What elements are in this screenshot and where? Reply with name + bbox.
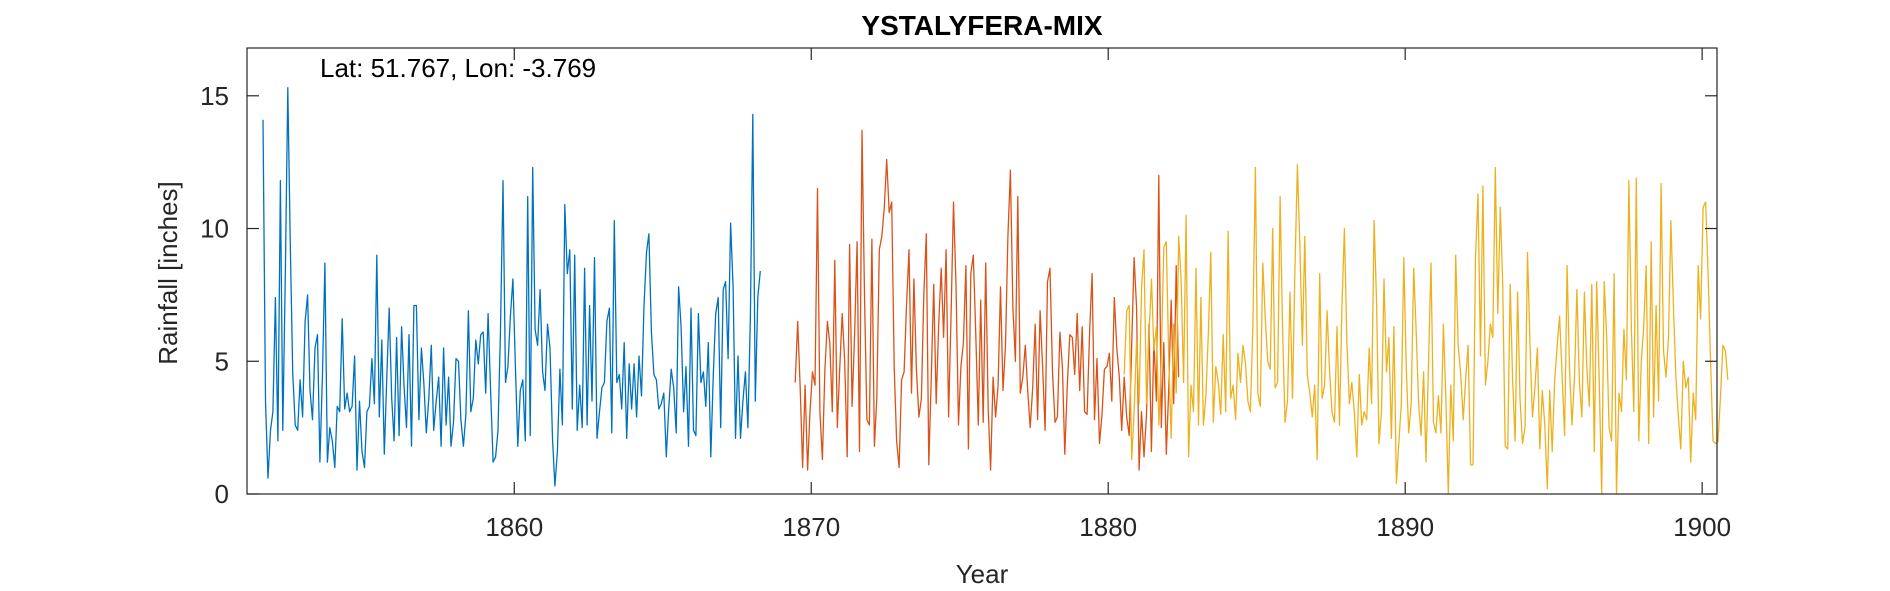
x-tick-label: 1880 <box>1079 512 1137 542</box>
chart-title: YSTALYFERA-MIX <box>861 10 1102 41</box>
x-tick-label: 1870 <box>782 512 840 542</box>
series-layer <box>262 87 1729 495</box>
y-tick-label: 0 <box>215 479 229 509</box>
y-tick-label: 5 <box>215 346 229 376</box>
axes-box <box>246 47 1718 495</box>
x-tick-label: 1860 <box>485 512 543 542</box>
y-tick-label: 15 <box>200 81 229 111</box>
location-annotation: Lat: 51.767, Lon: -3.769 <box>320 53 596 83</box>
series-line-3 <box>1123 164 1729 495</box>
x-tick-label: 1900 <box>1673 512 1731 542</box>
series-line-1 <box>262 87 761 487</box>
y-tick-label: 10 <box>200 214 229 244</box>
ticks-layer: 1860 1870 1880 1890 1900 0 5 10 15 <box>200 48 1731 542</box>
y-axis-label: Rainfall [inches] <box>153 181 183 365</box>
series-line-2 <box>794 129 1180 471</box>
x-tick-label: 1890 <box>1376 512 1434 542</box>
x-axis-label: Year <box>956 559 1009 589</box>
